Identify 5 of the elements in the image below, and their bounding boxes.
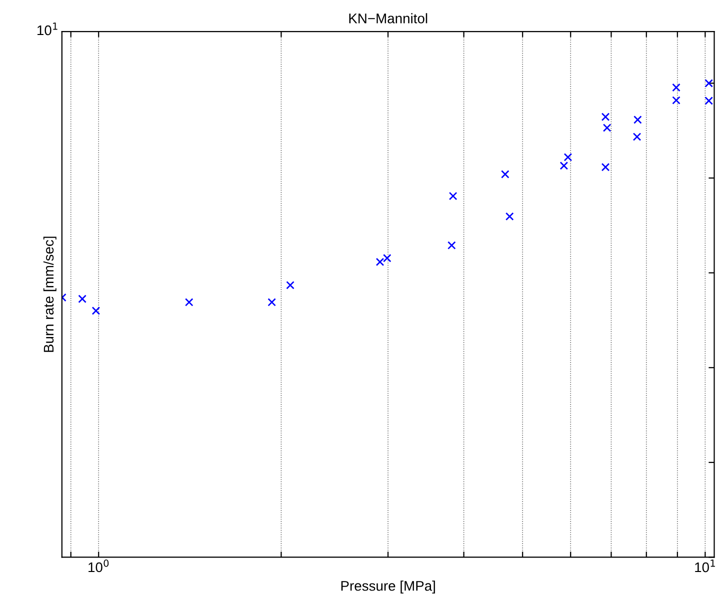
x-tick-label: 10$^{0}$ — [88, 560, 109, 572]
chart-title: KN−Mannitol — [349, 13, 428, 24]
y-axis-title: Burn rate [mm/sec] — [43, 236, 56, 352]
text: 10$^{1}$ — [37, 22, 58, 36]
x-axis-title: Pressure [MPa] — [341, 580, 435, 594]
